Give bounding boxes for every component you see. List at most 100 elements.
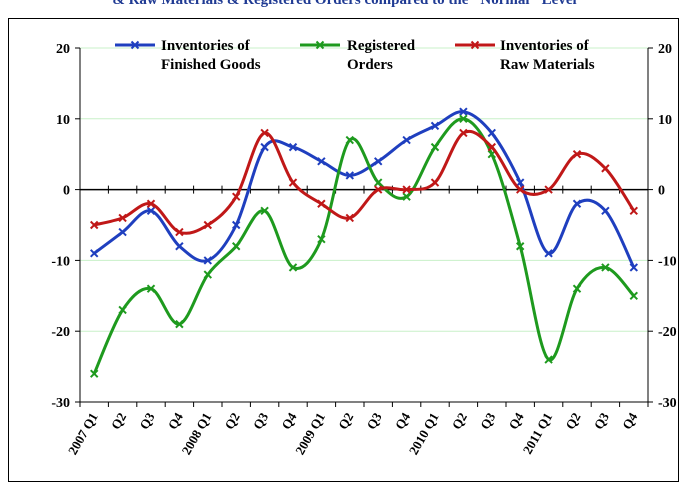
data-point-registered-orders — [89, 369, 99, 378]
data-point-finished-goods — [430, 121, 440, 131]
y-tick-label-left: -30 — [51, 396, 70, 411]
x-tick-label: Q4 — [165, 410, 187, 432]
marker-stroke — [572, 284, 582, 293]
data-point-raw-materials — [231, 192, 241, 201]
marker-stroke — [260, 142, 269, 152]
legend-item-raw-materials: Inventories of Raw Materials — [455, 38, 595, 73]
y-tick-label-right: 20 — [658, 42, 672, 57]
x-tick-label: Q4 — [392, 410, 414, 432]
marker-stroke — [345, 213, 355, 223]
data-point-registered-orders — [260, 206, 269, 216]
legend-label-finished-goods-line1: Inventories of — [161, 38, 251, 54]
marker-stroke — [544, 185, 553, 194]
marker-stroke — [572, 199, 582, 208]
gridlines — [80, 47, 648, 332]
marker-stroke — [317, 157, 326, 166]
data-point-raw-materials — [317, 199, 326, 208]
data-point-raw-materials — [601, 164, 610, 173]
series-line-raw-materials — [93, 129, 636, 235]
data-point-raw-materials — [89, 220, 99, 230]
marker-stroke — [459, 128, 468, 138]
marker-stroke — [601, 164, 610, 173]
data-point-raw-materials — [373, 185, 383, 194]
marker-stroke — [231, 192, 241, 201]
data-point-registered-orders — [515, 242, 525, 251]
marker-stroke — [373, 157, 383, 166]
data-point-finished-goods — [231, 220, 241, 230]
chart-title: & Raw Materials & Registered Orders comp… — [112, 0, 577, 8]
x-tick-label: Q3 — [363, 410, 385, 432]
marker-stroke — [317, 234, 326, 244]
data-point-finished-goods — [487, 128, 497, 138]
y-tick-label-right: 0 — [658, 184, 665, 199]
marker-stroke — [175, 227, 184, 237]
marker-stroke — [288, 178, 298, 187]
data-point-registered-orders — [572, 284, 582, 293]
data-point-finished-goods — [515, 178, 525, 187]
marker-stroke — [317, 199, 326, 208]
x-tick-label: Q4 — [505, 410, 527, 432]
data-point-finished-goods — [146, 206, 156, 216]
x-tick-label: Q2 — [108, 410, 129, 432]
y-tick-label-right: -30 — [658, 396, 677, 411]
marker-stroke — [146, 206, 156, 216]
data-point-registered-orders — [175, 319, 184, 329]
data-point-registered-orders — [317, 234, 326, 244]
marker-stroke — [345, 135, 355, 145]
data-point-finished-goods — [629, 263, 639, 272]
data-point-registered-orders — [601, 263, 610, 272]
marker-stroke — [203, 256, 213, 265]
marker-stroke — [118, 227, 127, 237]
marker-stroke — [203, 270, 213, 279]
marker-stroke — [373, 178, 383, 187]
data-point-raw-materials — [260, 128, 269, 138]
marker-stroke — [515, 242, 525, 251]
marker-stroke — [89, 220, 99, 230]
legend-item-finished-goods: Inventories of Finished Goods — [115, 38, 261, 73]
x-tick-label: Q2 — [335, 410, 356, 432]
series-line-registered-orders — [92, 117, 635, 375]
x-tick-label: Q3 — [136, 410, 158, 432]
data-point-registered-orders — [402, 192, 411, 201]
data-point-raw-materials — [118, 213, 127, 223]
data-point-registered-orders — [203, 270, 213, 279]
data-point-raw-materials — [430, 178, 440, 187]
x-tick-label: Q3 — [250, 410, 272, 432]
y-tick-label-left: -10 — [51, 254, 70, 269]
marker-stroke — [470, 40, 480, 50]
data-point-raw-materials — [175, 227, 184, 237]
legend-marker-finished-goods — [130, 40, 140, 50]
marker-stroke — [544, 355, 553, 364]
marker-stroke — [260, 128, 269, 138]
marker-stroke — [373, 185, 383, 194]
data-point-finished-goods — [175, 242, 184, 251]
marker-stroke — [629, 206, 639, 216]
legend-label-finished-goods-line2: Finished Goods — [161, 57, 261, 73]
marker-stroke — [146, 199, 156, 208]
data-point-registered-orders — [430, 142, 440, 152]
marker-stroke — [430, 178, 440, 187]
data-point-registered-orders — [288, 263, 298, 272]
data-point-finished-goods — [459, 107, 468, 116]
marker-stroke — [89, 249, 99, 258]
data-point-registered-orders — [345, 135, 355, 145]
data-point-raw-materials — [146, 199, 156, 208]
legend-label-registered-orders-line1: Registered — [347, 38, 416, 54]
x-tick-label: Q3 — [591, 410, 613, 432]
data-point-raw-materials — [402, 185, 411, 194]
marker-stroke — [345, 171, 355, 180]
x-tick-label: Q4 — [619, 410, 641, 432]
data-point-raw-materials — [515, 185, 525, 194]
data-point-raw-materials — [288, 178, 298, 187]
x-tick-label: Q2 — [562, 410, 583, 432]
x-tick-label: Q3 — [477, 410, 499, 432]
marker-stroke — [487, 142, 497, 152]
legend-label-raw-materials-line1: Inventories of — [500, 38, 590, 54]
legend-marker-raw-materials — [470, 40, 480, 50]
chart-frame — [8, 18, 679, 482]
data-point-registered-orders — [629, 291, 639, 301]
data-point-registered-orders — [373, 178, 383, 187]
marker-stroke — [402, 135, 411, 145]
marker-stroke — [118, 305, 127, 315]
